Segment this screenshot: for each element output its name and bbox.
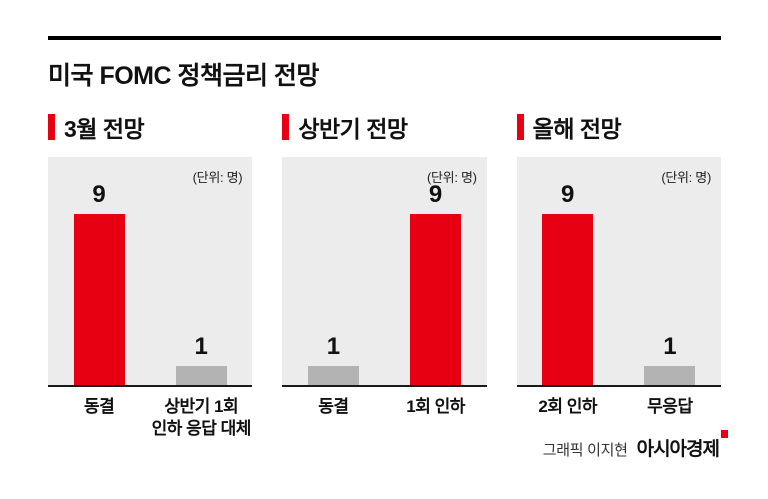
- bar-value-label: 9: [92, 181, 106, 208]
- chart-panel-this-year: 올해 전망 (단위: 명) 9 1: [516, 112, 721, 440]
- axis-labels-row: 2회 인하 무응답: [517, 396, 721, 418]
- credit-line: 그래픽 이지현 아시아경제: [542, 430, 728, 461]
- brand-name: 아시아경제: [636, 439, 720, 460]
- top-divider: [48, 36, 721, 40]
- page-title: 미국 FOMC 정책금리 전망: [48, 62, 319, 90]
- red-marker-icon: [282, 114, 290, 140]
- panel-header: 올해 전망: [516, 112, 721, 142]
- bar: [542, 214, 594, 385]
- axis-labels-row: 동결 상반기 1회 인하 응답 대체: [48, 396, 252, 440]
- axis-category-label: 1회 인하: [406, 397, 465, 416]
- unit-label: (단위: 명): [192, 170, 243, 185]
- axis-category-label: 동결: [83, 397, 115, 416]
- axis-labels-row: 동결 1회 인하: [282, 396, 486, 418]
- bars-row: 1 9: [282, 181, 486, 385]
- bar-value-label: 1: [326, 333, 341, 360]
- bar-value-label: 9: [561, 181, 575, 208]
- panel-header: 3월 전망: [48, 112, 252, 142]
- bar-group: 9: [384, 181, 486, 385]
- bar-group: 1: [150, 333, 252, 385]
- unit-label: (단위: 명): [426, 170, 477, 185]
- bar-group: 9: [517, 181, 619, 385]
- brand-logo: 아시아경제: [636, 430, 728, 461]
- bar-group: 9: [48, 181, 150, 385]
- content-area: 미국 FOMC 정책금리 전망 3월 전망 (단위: 명) 9: [48, 36, 721, 440]
- bar-group: 1: [619, 333, 721, 385]
- chart-plot-area: (단위: 명) 9 1: [516, 157, 721, 387]
- bar-value-label: 1: [194, 333, 208, 360]
- bar-value-label: 1: [663, 333, 677, 360]
- bar-group: 1: [282, 333, 384, 385]
- red-marker-icon: [48, 114, 55, 140]
- axis-category-label: 동결: [318, 397, 349, 416]
- chart-columns: 3월 전망 (단위: 명) 9 1: [48, 112, 721, 440]
- panel-title: 올해 전망: [532, 116, 622, 142]
- axis-category-label: 무응답: [647, 397, 693, 416]
- axis-category-label: 상반기 1회 인하 응답 대체: [151, 397, 252, 439]
- bar: [175, 366, 227, 385]
- unit-label: (단위: 명): [661, 170, 711, 185]
- bar: [410, 214, 462, 385]
- bar-value-label: 9: [428, 181, 443, 208]
- graphic-credit: 그래픽 이지현: [542, 442, 628, 459]
- bar: [307, 366, 359, 385]
- chart-plot-area: (단위: 명) 9 1: [48, 157, 253, 387]
- panel-title: 상반기 전망: [298, 116, 408, 142]
- panel-header: 상반기 전망: [282, 112, 486, 142]
- bars-row: 9 1: [48, 181, 252, 385]
- bars-row: 9 1: [517, 181, 721, 385]
- chart-panel-first-half: 상반기 전망 (단위: 명) 1 9: [282, 112, 487, 440]
- bar: [73, 214, 125, 385]
- panel-title: 3월 전망: [64, 116, 145, 142]
- axis-category-label: 2회 인하: [538, 397, 598, 416]
- chart-panel-march: 3월 전망 (단위: 명) 9 1: [48, 112, 253, 440]
- chart-plot-area: (단위: 명) 1 9: [282, 157, 487, 387]
- red-marker-icon: [516, 114, 524, 140]
- brand-mark-icon: [721, 430, 728, 438]
- bar: [644, 366, 696, 385]
